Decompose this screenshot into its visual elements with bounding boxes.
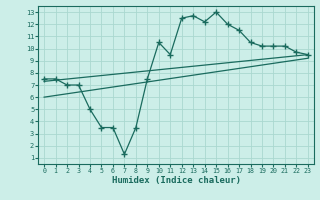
X-axis label: Humidex (Indice chaleur): Humidex (Indice chaleur) xyxy=(111,176,241,185)
